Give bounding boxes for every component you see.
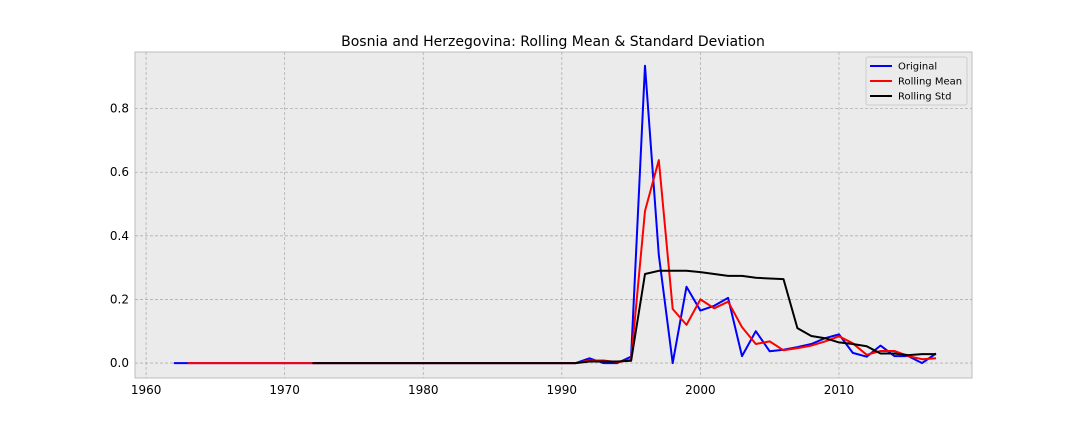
grid [135,52,972,378]
y-tick-label: 0.0 [110,356,129,370]
y-axis: 0.0 0.2 0.4 0.6 0.8 [110,102,129,370]
y-tick-label: 0.6 [110,165,129,179]
y-tick-label: 0.2 [110,292,129,306]
y-tick-label: 0.8 [110,102,129,116]
series-layer [173,64,937,365]
x-tick-label: 1980 [408,383,439,397]
x-tick-label: 2000 [685,383,716,397]
legend-label: Rolling Mean [898,77,962,88]
x-tick-label: 1960 [131,383,162,397]
legend-label: Original [898,62,937,73]
x-tick-label: 1970 [269,383,300,397]
y-tick-label: 0.4 [110,229,129,243]
x-axis: 1960 1970 1980 1990 2000 2010 [131,383,854,397]
legend-label: Rolling Std [898,92,951,103]
legend: Original Rolling Mean Rolling Std [865,56,968,106]
chart-title: Bosnia and Herzegovina: Rolling Mean & S… [341,34,765,50]
x-tick-label: 2010 [824,383,855,397]
series-line-rolling-std [312,269,936,365]
legend-box [865,56,968,106]
x-tick-label: 1990 [547,383,578,397]
plot-area [134,51,973,379]
